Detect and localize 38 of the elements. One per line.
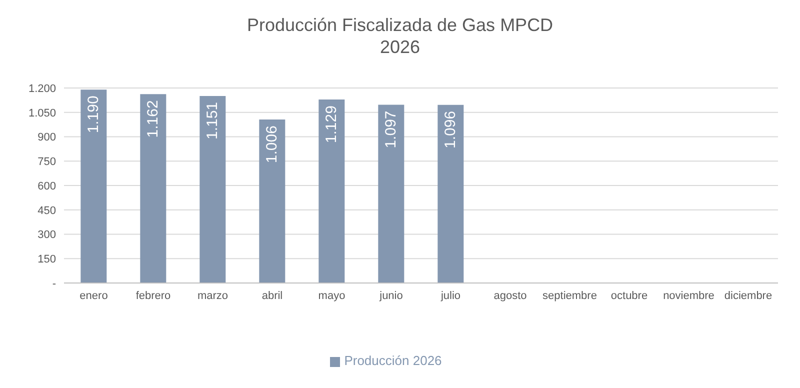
y-tick-label: 1.200 bbox=[28, 82, 56, 95]
y-tick-label: - bbox=[52, 278, 56, 290]
chart-subtitle: 2026 bbox=[378, 36, 422, 58]
bar bbox=[259, 120, 286, 283]
y-tick-label: 300 bbox=[38, 229, 56, 242]
chart-title: Producción Fiscalizada de Gas MPCD bbox=[246, 14, 554, 36]
x-tick-label: agosto bbox=[494, 290, 527, 302]
y-tick-label: 1.050 bbox=[28, 107, 56, 120]
data-label: 1.190 bbox=[85, 96, 102, 134]
x-tick-label: noviembre bbox=[663, 290, 714, 302]
y-tick-label: 450 bbox=[38, 204, 56, 217]
x-tick-label: julio bbox=[440, 290, 461, 302]
x-tick-label: febrero bbox=[136, 290, 171, 302]
bar bbox=[200, 96, 226, 283]
data-label: 1.162 bbox=[144, 100, 162, 138]
data-label: 1.096 bbox=[442, 110, 460, 148]
x-tick-label: septiembre bbox=[542, 290, 597, 302]
y-tick-label: 900 bbox=[38, 132, 56, 144]
data-label: 1.129 bbox=[323, 106, 340, 144]
y-tick-label: 750 bbox=[38, 156, 56, 168]
x-tick-label: diciembre bbox=[724, 290, 772, 302]
y-tick-label: 150 bbox=[38, 254, 56, 266]
x-tick-label: junio bbox=[378, 290, 403, 302]
data-label: 1.006 bbox=[264, 126, 281, 164]
bar bbox=[438, 104, 464, 283]
y-tick-label: 600 bbox=[38, 180, 56, 192]
bar bbox=[318, 100, 345, 283]
data-label: 1.151 bbox=[204, 102, 222, 140]
x-tick-label: abril bbox=[262, 290, 283, 302]
bar bbox=[140, 94, 166, 283]
bar bbox=[80, 90, 107, 283]
x-tick-label: octubre bbox=[610, 290, 648, 302]
legend-label: Producción 2026 bbox=[344, 353, 442, 368]
data-label: 1.097 bbox=[382, 110, 400, 148]
x-tick-label: marzo bbox=[197, 290, 228, 302]
x-tick-label: enero bbox=[80, 290, 108, 302]
bar bbox=[378, 104, 404, 283]
x-tick-label: mayo bbox=[318, 290, 346, 302]
